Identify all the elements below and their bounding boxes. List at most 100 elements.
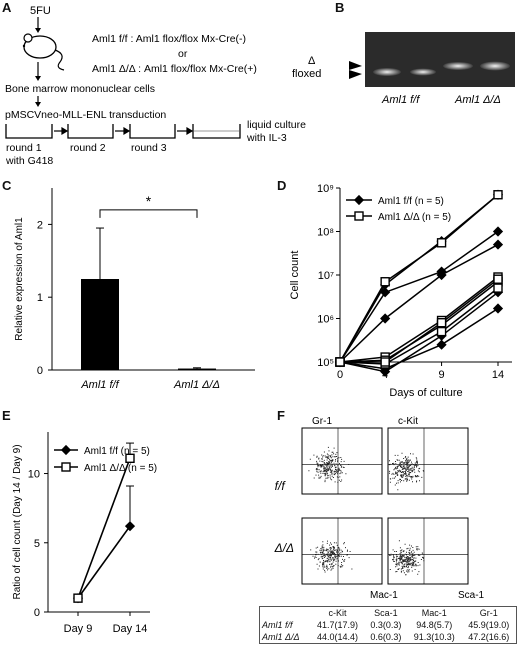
mouse-icon xyxy=(22,33,65,71)
flow-dots xyxy=(308,446,350,483)
series-line xyxy=(339,287,499,365)
mac1-label: Mac-1 xyxy=(370,590,398,601)
x-tick-label: Aml1 f/f xyxy=(80,379,119,391)
legend-label: Aml1 f/f (n = 5) xyxy=(378,196,444,207)
table-row: Aml1 f/f 41.7(17.9) 0.3(0.3) 94.8(5.7) 4… xyxy=(260,619,517,631)
y-axis-label: Relative expression of Aml1 xyxy=(14,217,25,341)
data-point xyxy=(492,303,504,314)
panel-label-f: F xyxy=(277,408,285,423)
band-delta-label: Δ xyxy=(308,55,316,67)
data-point xyxy=(493,283,503,293)
data-point xyxy=(335,357,345,367)
y-tick-label: 2 xyxy=(37,219,43,231)
panel-label-d: D xyxy=(277,178,287,193)
data-point xyxy=(492,239,504,250)
table-cell: Mac-1 xyxy=(421,608,447,618)
significance-bracket xyxy=(99,209,198,218)
data-point xyxy=(493,274,503,284)
data-point xyxy=(380,277,390,287)
table-cell: 0.3(0.3) xyxy=(370,620,402,630)
gel-band xyxy=(443,62,473,70)
data-point xyxy=(436,339,447,350)
y-axis-label: Ratio of cell count (Day 14 / Day 9) xyxy=(12,444,23,599)
genotype-ff-text: Aml1 f/f : Aml1 flox/flox Mx-Cre(-) xyxy=(92,33,246,45)
bar xyxy=(178,368,216,370)
g418-text: with G418 xyxy=(5,155,53,167)
series-line xyxy=(77,525,131,599)
flow-dots xyxy=(310,540,353,573)
panel-label-e: E xyxy=(2,408,11,423)
y-tick-label: 10⁶ xyxy=(317,314,334,326)
table-cell: 44.0(14.4) xyxy=(317,632,359,642)
table-row-header: Aml1 Δ/Δ xyxy=(262,632,300,642)
y-tick-label: 0 xyxy=(34,607,40,619)
y-tick-label: 10⁸ xyxy=(317,227,334,239)
round2-text: round 2 xyxy=(70,142,106,154)
x-tick-label: 9 xyxy=(439,369,445,381)
panel-b-gel: Δ floxed Aml1 f/f Aml1 Δ/Δ xyxy=(292,32,515,106)
cells-text: Bone marrow mononuclear cells xyxy=(5,83,155,95)
liquid-text-2: with IL-3 xyxy=(246,132,287,144)
or-text: or xyxy=(178,48,188,60)
panel-label-b: B xyxy=(335,0,345,15)
data-point xyxy=(436,318,447,328)
legend-label: Aml1 f/f (n = 5) xyxy=(84,446,150,457)
data-point xyxy=(436,326,447,337)
x-tick-label: Day 14 xyxy=(113,623,148,635)
panel-label-c: C xyxy=(2,178,12,193)
data-point xyxy=(493,190,503,200)
panel-c-bar-chart: 0 1 2 Aml1 f/f Aml1 Δ/Δ * Relative expression … xyxy=(14,188,255,391)
table-cell xyxy=(260,607,311,620)
data-point xyxy=(124,521,136,532)
x-tick-label: 14 xyxy=(492,369,504,381)
x-axis-label: Days of culture xyxy=(389,387,462,399)
table-header-row: c-Kit Sca-1 Mac-1 Gr-1 xyxy=(260,607,517,620)
y-axis-label: Cell count xyxy=(289,251,301,300)
flow-plot xyxy=(387,427,469,495)
transduction-text: pMSCVneo-MLL-ENL transduction xyxy=(5,109,166,121)
gel-band xyxy=(480,61,510,71)
lane-dd-label: Aml1 Δ/Δ xyxy=(454,94,501,106)
round3-text: round 3 xyxy=(131,142,167,154)
drug-label: 5FU xyxy=(30,5,51,17)
y-tick-label: 10⁷ xyxy=(318,270,334,282)
flow-dots xyxy=(389,540,425,576)
legend-marker xyxy=(60,444,72,456)
table-cell: 94.8(5.7) xyxy=(416,620,453,630)
row-ff-label: Aml1 f/f xyxy=(272,479,286,493)
y-tick-label: 10 xyxy=(28,469,40,481)
table-cell: 0.6(0.3) xyxy=(370,632,402,642)
x-tick-label: Day 9 xyxy=(64,623,93,635)
panel-e-line-chart: 0 5 10 Day 9 Day 14 Ratio of cell count (Day … xyxy=(12,432,157,635)
series-line xyxy=(339,291,499,373)
genotype-dd-text: Aml1 Δ/Δ : Aml1 flox/flox Mx-Cre(+) xyxy=(92,63,257,75)
data-point xyxy=(436,238,447,248)
ckit-label: c-Kit xyxy=(398,416,418,427)
data-point xyxy=(73,593,83,603)
x-tick-label: Aml1 Δ/Δ xyxy=(173,379,220,391)
series-line xyxy=(340,278,499,363)
flow-dots xyxy=(389,452,425,491)
table-cell: c-Kit xyxy=(328,608,347,618)
table-row-header: Aml1 f/f xyxy=(262,620,293,630)
panel-f-flow-plots: Gr-1 c-Kit Aml1 f/f Aml1 Δ/Δ Mac-1 Sca-1 xyxy=(272,416,485,601)
table-row: Aml1 Δ/Δ 44.0(14.4) 0.6(0.3) 91.3(10.3) … xyxy=(260,631,517,644)
legend-label: Aml1 Δ/Δ (n = 5) xyxy=(84,463,157,474)
y-tick-label: 10⁹ xyxy=(317,183,334,195)
legend-label: Aml1 Δ/Δ (n = 5) xyxy=(378,212,451,223)
lane-ff-label: Aml1 f/f xyxy=(381,94,420,106)
round1-text: round 1 xyxy=(6,142,42,154)
table-cell: Sca-1 xyxy=(374,608,398,618)
series-line xyxy=(339,230,499,363)
legend-marker xyxy=(61,462,71,472)
y-tick-label: 1 xyxy=(37,292,43,304)
table-cell: 41.7(17.9) xyxy=(317,620,359,630)
data-point xyxy=(380,357,390,367)
table-cell: 47.2(16.6) xyxy=(468,632,510,642)
arrow-icon xyxy=(349,61,362,70)
significance-star: * xyxy=(146,193,152,209)
panel-a-schematic: 5FU Aml1 f/f : Aml1 flox/flox Mx-Cre(-) … xyxy=(5,5,306,167)
panel-d-line-chart: 10⁵10⁶10⁷10⁸10⁹04914Days of cultureCell … xyxy=(289,183,512,399)
data-point xyxy=(380,313,391,324)
series-line xyxy=(339,243,499,363)
